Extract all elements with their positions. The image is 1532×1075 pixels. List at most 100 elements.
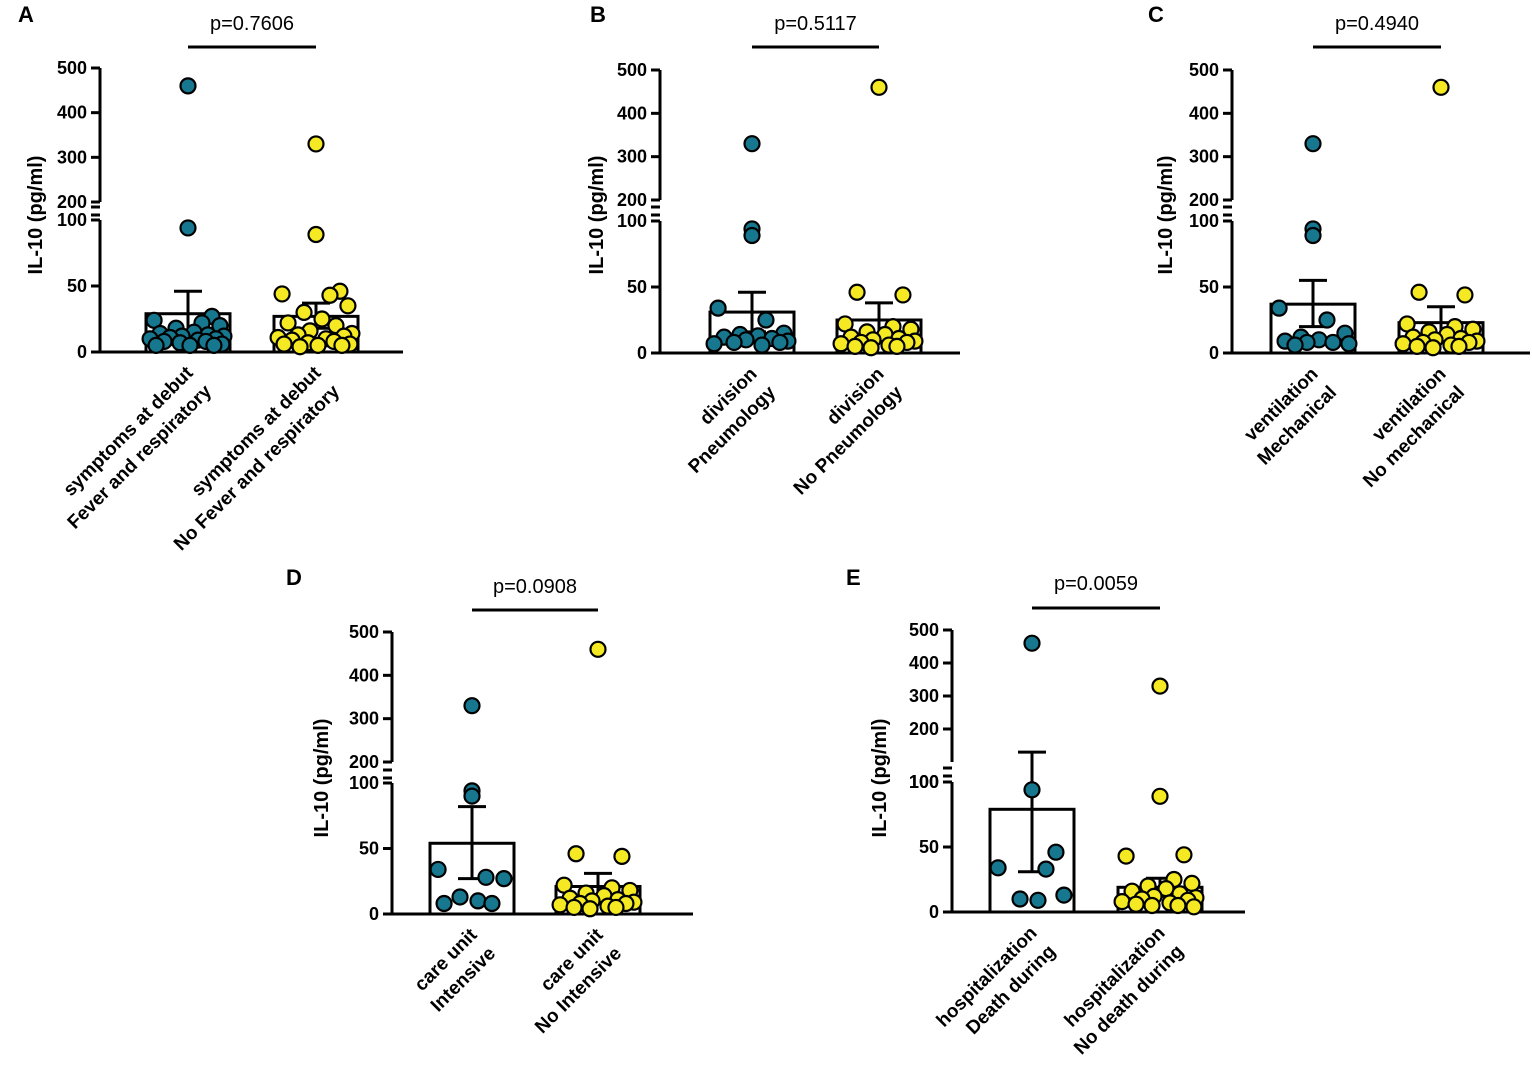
y-tick-label: 0 [369, 904, 379, 924]
data-point [181, 336, 199, 354]
data-point [309, 336, 327, 354]
y-tick-label: 50 [919, 837, 939, 857]
data-point [147, 336, 165, 354]
data-point [1037, 860, 1055, 878]
data-point [307, 225, 325, 244]
y-tick-label: 200 [617, 190, 647, 210]
data-point [565, 898, 583, 917]
data-point [435, 894, 453, 913]
data-point [1456, 286, 1474, 304]
panel-letter: E [846, 565, 861, 590]
p-value-label: p=0.0908 [493, 576, 577, 598]
data-point [463, 697, 481, 715]
data-point [483, 894, 501, 913]
y-tick-label: 200 [349, 752, 379, 772]
y-tick-label: 0 [929, 902, 939, 922]
y-tick-label: 100 [617, 211, 647, 231]
data-point [1304, 135, 1322, 153]
data-point [463, 787, 481, 805]
data-point [888, 337, 906, 355]
data-point [1424, 339, 1442, 357]
data-point [832, 335, 850, 353]
data-point [1286, 336, 1304, 354]
y-tick-label: 500 [57, 58, 87, 78]
p-value-label: p=0.7606 [210, 13, 294, 35]
data-point [1394, 335, 1412, 353]
data-point [179, 77, 197, 95]
data-point [307, 135, 325, 153]
panel-letter: B [590, 2, 606, 27]
data-point [989, 859, 1007, 877]
data-point [333, 336, 351, 354]
data-point [275, 335, 293, 353]
data-point [1029, 891, 1047, 909]
data-point [291, 338, 309, 356]
panel-letter: A [18, 2, 34, 27]
data-point [757, 311, 775, 329]
data-point [567, 845, 585, 863]
y-tick-label: 500 [909, 620, 939, 640]
data-point [1127, 895, 1145, 913]
data-point [1408, 337, 1426, 355]
data-point [1151, 787, 1169, 805]
data-point [1410, 283, 1428, 301]
y-tick-label: 100 [909, 772, 939, 792]
y-tick-label: 300 [57, 147, 87, 167]
panel-letter: D [286, 565, 302, 590]
y-tick-label: 50 [627, 277, 647, 297]
data-point [551, 896, 569, 914]
data-point [581, 900, 599, 918]
y-tick-label: 100 [1189, 211, 1219, 231]
x-category-label: Fever and respiratory [64, 381, 217, 534]
data-point [894, 286, 912, 304]
data-point [179, 219, 197, 237]
y-tick-label: 100 [349, 773, 379, 793]
y-tick-label: 200 [57, 192, 87, 212]
y-tick-label: 400 [349, 665, 379, 685]
data-point [279, 314, 297, 332]
data-point [753, 336, 771, 354]
y-axis-label: IL-10 (pg/ml) [869, 719, 891, 838]
data-point [469, 892, 487, 910]
panel-letter: C [1148, 2, 1164, 27]
data-point [295, 303, 313, 321]
y-tick-label: 50 [359, 839, 379, 859]
data-point [273, 285, 291, 303]
data-point [1117, 847, 1135, 865]
y-tick-label: 0 [77, 342, 87, 362]
panel-e: EIL-10 (pg/ml)050100100200300400500p=0.0… [846, 565, 1245, 1059]
y-tick-label: 500 [1189, 60, 1219, 80]
y-axis-label: IL-10 (pg/ml) [311, 719, 333, 838]
y-tick-label: 500 [617, 60, 647, 80]
data-point [771, 333, 789, 352]
data-point [1175, 846, 1193, 864]
data-point [451, 888, 469, 906]
y-tick-label: 300 [1189, 147, 1219, 167]
data-point [477, 868, 495, 886]
y-tick-label: 300 [617, 147, 647, 167]
y-tick-label: 100 [57, 210, 87, 230]
data-point [607, 898, 625, 917]
data-point [1023, 634, 1041, 652]
data-point [1304, 226, 1322, 245]
data-point [1185, 898, 1203, 916]
y-tick-label: 0 [637, 343, 647, 363]
y-tick-label: 50 [67, 276, 87, 296]
data-point [205, 336, 223, 354]
data-point [1270, 299, 1288, 317]
y-tick-label: 400 [57, 103, 87, 123]
data-point [870, 78, 888, 96]
data-point [1113, 892, 1131, 911]
y-axis-label: IL-10 (pg/ml) [586, 156, 608, 275]
data-point [495, 870, 513, 888]
data-point [705, 335, 723, 353]
data-point [1143, 896, 1161, 915]
data-point [1011, 890, 1029, 908]
y-tick-label: 400 [617, 103, 647, 123]
data-point [1432, 78, 1450, 96]
